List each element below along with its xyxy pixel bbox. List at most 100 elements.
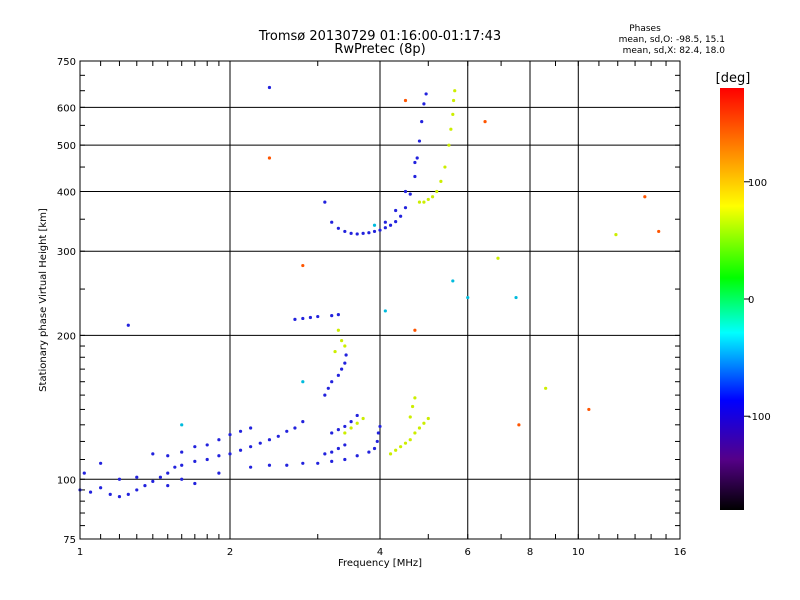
data-point xyxy=(316,461,320,465)
data-point xyxy=(355,421,359,425)
y-tick-label: 400 xyxy=(57,187,76,198)
data-point xyxy=(422,102,426,106)
data-point xyxy=(399,214,403,218)
data-point xyxy=(349,420,353,424)
data-point xyxy=(413,431,417,435)
data-point xyxy=(451,98,456,103)
y-tick-label: 300 xyxy=(57,247,76,258)
data-point xyxy=(420,120,424,124)
data-point xyxy=(166,471,170,475)
data-point xyxy=(143,484,147,488)
plot-frame xyxy=(79,60,681,540)
colorbar-tick-label: -100 xyxy=(748,412,771,423)
data-point xyxy=(301,420,305,424)
data-point xyxy=(413,328,417,332)
data-point xyxy=(496,256,500,260)
data-point xyxy=(383,226,387,230)
x-axis-label: Frequency [MHz] xyxy=(338,558,422,569)
chart-subtitle: RwPretec (8p) xyxy=(334,42,425,57)
data-point xyxy=(158,475,163,479)
data-point xyxy=(413,174,417,179)
data-point xyxy=(443,165,447,169)
axis-ticks: 1 2 4 6 8 10 16 75 100 200 300 400 500 600 750 xyxy=(57,57,686,558)
data-point xyxy=(343,344,347,348)
data-point xyxy=(88,490,93,494)
data-point xyxy=(378,424,382,429)
data-point xyxy=(367,231,371,235)
data-point xyxy=(228,452,232,456)
data-point xyxy=(258,441,262,445)
colorbar-tick-label: 100 xyxy=(748,178,767,189)
x-tick-label: 4 xyxy=(377,547,383,558)
data-point xyxy=(330,459,334,463)
data-point xyxy=(267,438,272,442)
data-point xyxy=(403,98,408,103)
colorbar-ticks: 100 0 -100 xyxy=(744,178,771,423)
data-point xyxy=(238,429,243,433)
data-point xyxy=(408,192,412,196)
data-point xyxy=(249,465,253,469)
data-point xyxy=(343,424,347,429)
data-point xyxy=(301,263,305,268)
x-tick-label: 2 xyxy=(227,547,233,558)
data-point xyxy=(293,317,297,322)
data-point xyxy=(614,232,618,237)
x-tick-label: 6 xyxy=(465,547,471,558)
data-point xyxy=(408,415,412,419)
data-point xyxy=(336,446,340,451)
data-point xyxy=(336,428,340,432)
data-point xyxy=(388,223,393,227)
data-point xyxy=(151,479,155,483)
data-point xyxy=(333,349,337,354)
data-point xyxy=(336,373,340,377)
data-point xyxy=(375,439,379,444)
data-point xyxy=(361,416,365,421)
data-point xyxy=(361,231,365,235)
data-point xyxy=(483,120,487,124)
data-point xyxy=(166,454,170,458)
data-point xyxy=(267,85,272,90)
chart-title: Tromsø 20130729 01:16:00-01:17:43 xyxy=(258,29,501,44)
data-point xyxy=(217,454,221,458)
data-point xyxy=(343,443,347,447)
data-point xyxy=(285,429,289,433)
data-point xyxy=(285,463,289,467)
data-point xyxy=(544,386,548,390)
data-point xyxy=(180,450,184,454)
data-point xyxy=(372,446,377,451)
data-point xyxy=(355,413,359,418)
y-tick-label: 750 xyxy=(57,57,76,68)
data-point xyxy=(126,492,130,496)
data-point xyxy=(267,156,272,160)
y-tick-label: 600 xyxy=(57,103,76,114)
data-point xyxy=(301,316,305,321)
data-point xyxy=(417,139,422,143)
grid-lines xyxy=(80,61,680,539)
colorbar-tick-label: 0 xyxy=(748,295,754,306)
x-tick-label: 10 xyxy=(572,547,585,558)
data-point xyxy=(193,459,197,463)
data-points xyxy=(78,85,661,499)
data-point xyxy=(249,426,253,430)
data-point xyxy=(267,463,272,467)
data-point xyxy=(426,416,430,421)
data-point xyxy=(517,423,521,427)
y-axis-label: Stationary phase Virtual Height [km] xyxy=(38,208,49,392)
data-point xyxy=(340,367,344,371)
data-point xyxy=(587,407,591,412)
data-point xyxy=(372,223,377,227)
data-point xyxy=(238,448,243,452)
phase-stats-x: mean, sd,X: 82.4, 18.0 xyxy=(623,46,726,56)
data-point xyxy=(408,438,412,442)
data-point xyxy=(514,295,518,300)
y-tick-label: 75 xyxy=(63,535,76,546)
data-point xyxy=(330,380,334,384)
data-point xyxy=(451,279,455,283)
data-point xyxy=(308,315,313,320)
data-point xyxy=(343,431,347,435)
data-point xyxy=(117,477,122,481)
data-point xyxy=(336,313,340,317)
data-point xyxy=(417,426,422,430)
phase-stats-o: mean, sd,O: -98.5, 15.1 xyxy=(619,35,725,45)
